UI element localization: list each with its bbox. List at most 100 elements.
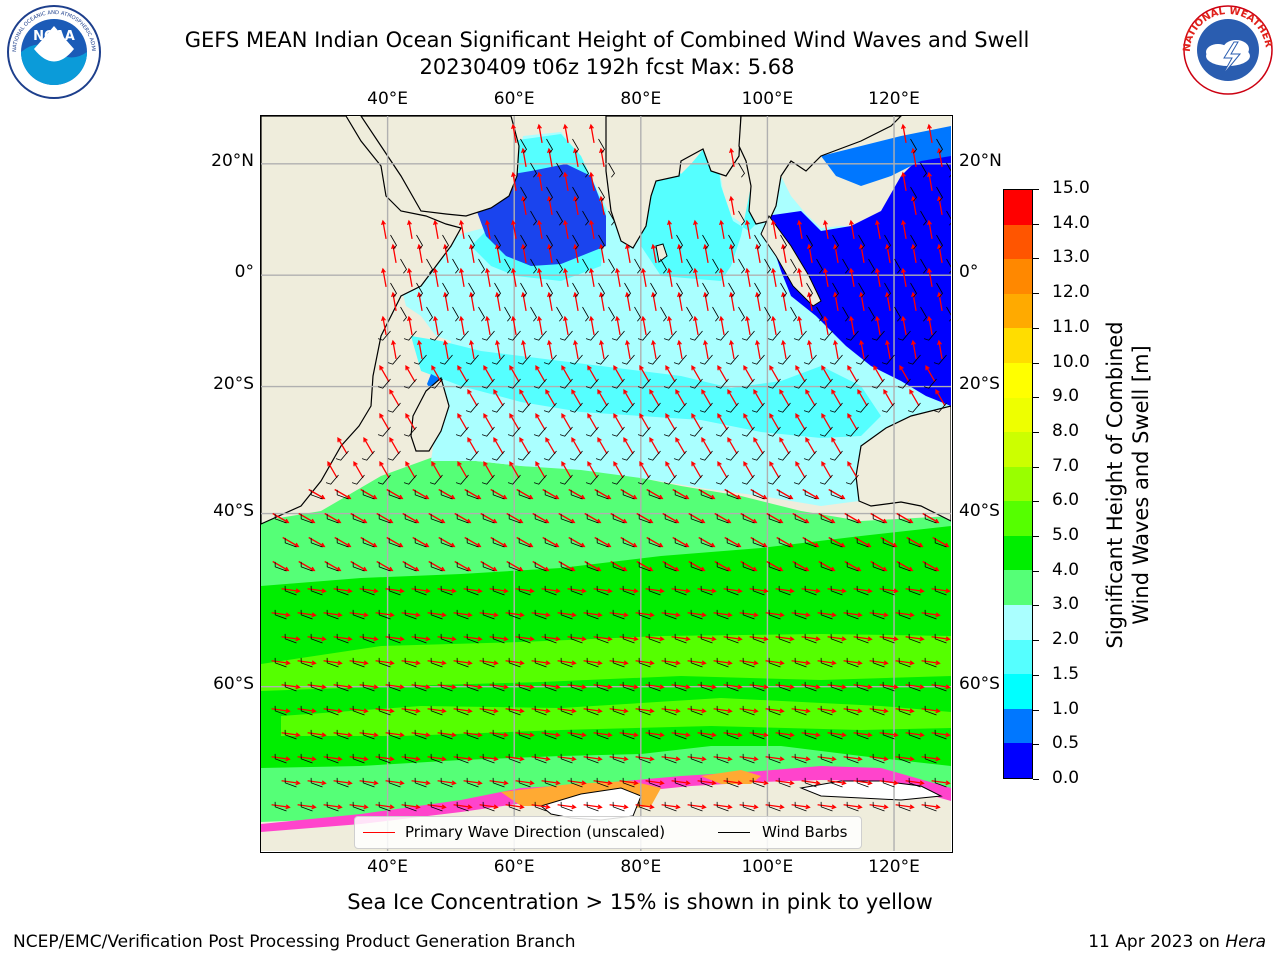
wind-barb [700,585,713,596]
wind-barb [596,489,609,500]
wave-direction-arrow [557,708,577,714]
wind-barb [596,537,609,548]
wave-direction-arrow [385,732,405,738]
wave-direction-arrow [661,612,681,618]
wave-direction-arrow [723,780,743,786]
wave-direction-arrow [453,660,473,666]
wind-barb [725,354,739,365]
wave-direction-arrow [385,636,405,642]
colorbar-tick-label: 6.0 [1052,490,1080,511]
wind-barb [491,450,505,461]
wind-barb [534,561,547,572]
wind-barb [908,777,921,788]
wind-barb [884,234,891,250]
wave-direction-arrow [323,804,343,810]
wind-barb [442,234,449,250]
svg-text:NOAA: NOAA [33,29,75,44]
wave-direction-arrow [875,315,881,335]
wave-direction-arrow [567,588,587,594]
wind-barb [456,609,469,620]
wind-barb [715,474,729,485]
wind-barb [570,729,583,740]
wind-barb [664,609,677,620]
wind-barb [858,234,865,250]
wind-barb [846,609,859,620]
wind-barb [456,753,469,764]
wave-direction-arrow [511,315,517,335]
wind-barb [596,585,609,596]
colorbar-tick-label: 8.0 [1052,420,1080,441]
wind-barb [440,681,453,692]
wave-direction-arrow [515,684,535,690]
arabia [360,116,520,217]
wind-barb [742,705,755,716]
wind-barb [871,330,885,341]
wave-direction-arrow [531,660,551,666]
wave-direction-arrow [849,315,855,335]
wave-direction-arrow [807,339,813,359]
wind-barb [648,729,661,740]
wind-barb [884,282,891,298]
wave-direction-arrow [437,684,457,690]
wave-direction-arrow [535,461,546,479]
wind-barb [442,282,449,298]
wind-barb [622,489,635,500]
wind-barb [946,210,952,226]
wave-direction-arrow [391,339,397,359]
wind-barb [716,753,729,764]
wind-barb [518,537,531,548]
wind-barb [612,657,625,668]
wind-barb [586,801,599,812]
right-lat-tick: 40°S [959,500,1000,521]
wind-barb [378,657,391,668]
wave-direction-arrow [589,219,595,239]
wave-direction-arrow [469,339,475,359]
wind-barb [751,354,765,365]
wave-direction-arrow [693,267,699,287]
wind-barb [794,705,807,716]
wind-barb [910,186,917,202]
wind-barb [310,777,323,788]
wave-direction-arrow [385,780,405,786]
wave-direction-arrow [869,708,889,714]
wind-barb [778,681,791,692]
wave-direction-arrow [545,389,556,407]
wind-barb [520,186,527,202]
wind-barb [716,513,729,524]
wind-barb [326,513,339,524]
colorbar-tick-mark [1033,709,1039,711]
wind-barb [326,753,339,764]
wind-barb [534,801,547,812]
wind-barb [482,801,495,812]
wave-direction-arrow [511,171,517,191]
wind-barb [819,330,833,341]
wave-direction-arrow [457,461,468,479]
wind-barb [596,777,609,788]
wave-direction-arrow [349,708,369,714]
wave-direction-arrow [691,365,702,383]
wave-direction-arrow [537,123,543,143]
wave-direction-arrow [505,660,525,666]
wind-barb [622,633,635,644]
wind-barb [274,609,287,620]
wind-barb [429,330,443,341]
wind-barb [508,705,521,716]
wave-direction-arrow [853,588,873,594]
wave-direction-arrow [645,732,665,738]
wind-barb [414,729,427,740]
wave-direction-arrow [323,708,343,714]
wind-barb [621,402,635,413]
wave-direction-arrow [895,804,915,810]
wave-direction-arrow [901,267,907,287]
wind-barb [664,657,677,668]
wind-barb [936,282,943,298]
wind-barb [430,801,443,812]
wave-direction-arrow [843,756,863,762]
wave-direction-arrow [879,780,899,786]
wind-barb [820,609,833,620]
wave-direction-arrow [359,732,379,738]
colorbar-tick-label: 0.5 [1052,733,1080,754]
wind-barb [492,681,505,692]
wind-barb [830,777,843,788]
wind-barb [559,426,573,437]
